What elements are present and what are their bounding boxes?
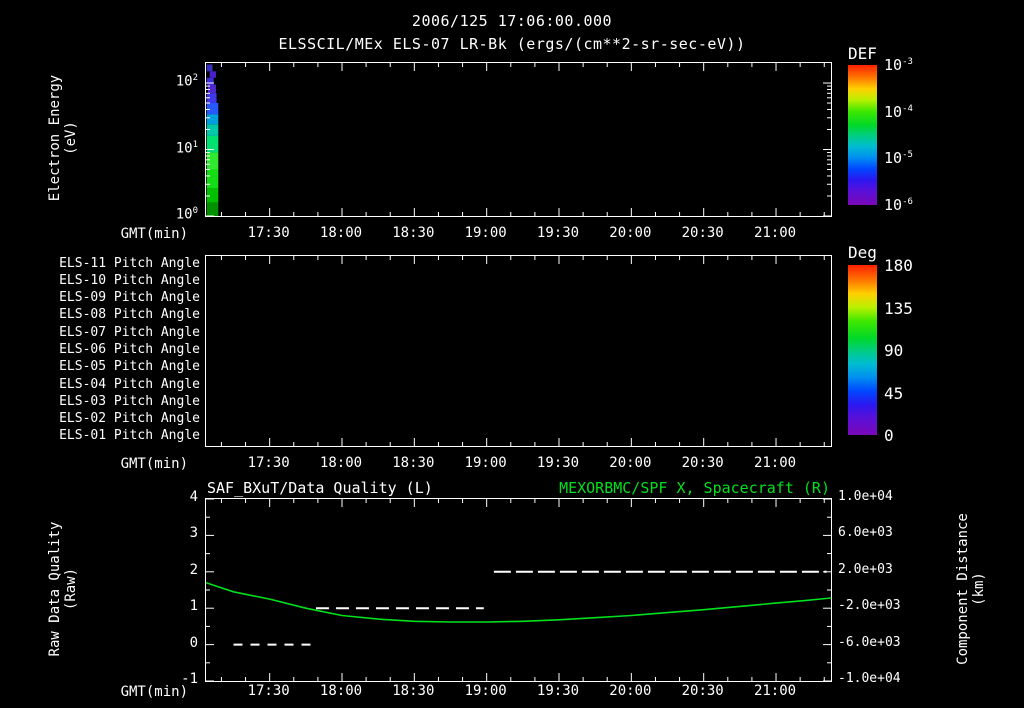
x-tick-label: 20:00 xyxy=(609,225,652,241)
x-tick-label: 17:30 xyxy=(247,455,290,471)
pitch-row-label: ELS-04 Pitch Angle xyxy=(59,376,200,392)
y-tick-label: -2.0e+03 xyxy=(838,598,901,614)
y-tick-label: 2.0e+03 xyxy=(838,561,893,577)
spectrogram-y-axis-label-line2: (eV) xyxy=(63,121,79,155)
y-tick-label: -1 xyxy=(181,671,198,687)
distance-y-axis-label: Component Distance (km) xyxy=(955,479,989,699)
quality-y-axis-label-line2: (Raw) xyxy=(63,567,79,611)
x-tick-label: 21:00 xyxy=(753,683,797,699)
x-tick-label: 18:00 xyxy=(319,455,363,471)
pitch-row-label: ELS-05 Pitch Angle xyxy=(59,359,200,375)
pitch-row-label: ELS-08 Pitch Angle xyxy=(59,307,200,323)
x-tick-label: 18:00 xyxy=(319,225,363,241)
y-tick-label: 6.0e+03 xyxy=(838,525,893,541)
pitch-row-label: ELS-09 Pitch Angle xyxy=(59,290,200,306)
x-tick-label: 18:00 xyxy=(319,683,363,699)
colorbar-tick-label: 10-6 xyxy=(884,196,913,214)
x-tick-label: 18:30 xyxy=(392,225,435,241)
colorbar-tick-label: 10-5 xyxy=(884,149,913,168)
y-tick-label: 4 xyxy=(189,489,198,505)
plot-title: 2006/125 17:06:00.000 xyxy=(411,12,613,30)
spectrogram-panel xyxy=(205,62,832,217)
x-tick-label: 19:00 xyxy=(464,683,507,699)
deg-colorbar xyxy=(848,265,877,435)
deg-colorbar-title: Deg xyxy=(848,243,877,262)
pitch-row-label: ELS-06 Pitch Angle xyxy=(59,342,200,357)
x-tick-label: 18:30 xyxy=(392,455,435,471)
gmt-axis-label: GMT(min) xyxy=(120,456,188,472)
pitch-angle-plot xyxy=(220,256,825,446)
colorbar-tick-label: 10-4 xyxy=(884,102,913,121)
distance-y-axis-label-line1: Component Distance xyxy=(955,513,971,665)
y-tick-label: -1.0e+04 xyxy=(838,671,901,686)
x-tick-label: 20:00 xyxy=(609,455,652,471)
pitch-row-label: ELS-11 Pitch Angle xyxy=(59,255,200,271)
spectrogram-y-axis-label: Electron Energy (eV) xyxy=(47,28,81,248)
quality-plot xyxy=(206,499,831,681)
x-tick-label: 20:30 xyxy=(681,683,724,699)
spectrogram-plot xyxy=(206,63,831,216)
x-tick-label: 21:00 xyxy=(753,455,797,471)
colorbar-tick-label: 45 xyxy=(884,383,904,403)
quality-panel-title-right: MEXORBMC/SPF X, Spacecraft (R) xyxy=(559,479,830,497)
y-tick-label: 1.0e+04 xyxy=(838,489,893,504)
pitch-angle-panel xyxy=(205,255,832,447)
y-tick-label: 0 xyxy=(189,634,198,651)
plot-subtitle: ELSSCIL/MEx ELS-07 LR-Bk (ergs/(cm**2-sr… xyxy=(278,35,746,53)
gmt-axis-label: GMT(min) xyxy=(120,226,188,242)
quality-y-axis-label: Raw Data Quality (Raw) xyxy=(47,479,81,699)
colorbar-tick-label: 90 xyxy=(884,341,904,360)
def-colorbar xyxy=(848,65,877,205)
colorbar-tick-label: 10-3 xyxy=(884,56,913,74)
x-tick-label: 17:30 xyxy=(247,683,290,699)
pitch-row-label: ELS-10 Pitch Angle xyxy=(59,272,200,288)
x-tick-label: 20:00 xyxy=(609,683,652,699)
x-tick-label: 19:00 xyxy=(464,455,507,471)
quality-y-axis-label-line1: Raw Data Quality xyxy=(47,521,63,657)
x-tick-label: 19:30 xyxy=(536,455,580,471)
y-tick-label: 100 xyxy=(175,206,198,223)
pitch-row-label: ELS-02 Pitch Angle xyxy=(59,411,200,427)
x-tick-label: 19:30 xyxy=(536,683,580,699)
y-tick-label: -6.0e+03 xyxy=(838,634,901,650)
gmt-axis-label: GMT(min) xyxy=(120,684,188,700)
y-tick-label: 2 xyxy=(189,561,198,578)
y-tick-label: 3 xyxy=(189,525,198,542)
colorbar-tick-label: 180 xyxy=(884,256,913,275)
pitch-row-label: ELS-01 Pitch Angle xyxy=(59,428,200,444)
x-tick-label: 20:30 xyxy=(681,225,724,241)
x-tick-label: 19:30 xyxy=(536,225,580,241)
pitch-row-label: ELS-03 Pitch Angle xyxy=(59,393,200,409)
quality-panel xyxy=(205,498,832,682)
x-tick-label: 18:30 xyxy=(392,683,435,699)
pitch-row-label: ELS-07 Pitch Angle xyxy=(59,324,200,340)
y-tick-label: 102 xyxy=(175,73,198,90)
x-tick-label: 20:30 xyxy=(681,455,724,471)
quality-panel-title-left: SAF_BXuT/Data Quality (L) xyxy=(207,479,433,497)
colorbar-tick-label: 135 xyxy=(884,298,913,318)
y-tick-label: 1 xyxy=(189,598,198,615)
def-colorbar-title: DEF xyxy=(848,44,877,63)
x-tick-label: 17:30 xyxy=(247,225,290,241)
colorbar-tick-label: 0 xyxy=(884,426,894,445)
y-tick-label: 101 xyxy=(175,139,198,157)
spectrogram-y-axis-label-line1: Electron Energy xyxy=(47,74,63,202)
x-tick-label: 21:00 xyxy=(753,225,797,241)
x-tick-label: 19:00 xyxy=(464,225,507,241)
distance-y-axis-label-line2: (km) xyxy=(971,572,987,606)
